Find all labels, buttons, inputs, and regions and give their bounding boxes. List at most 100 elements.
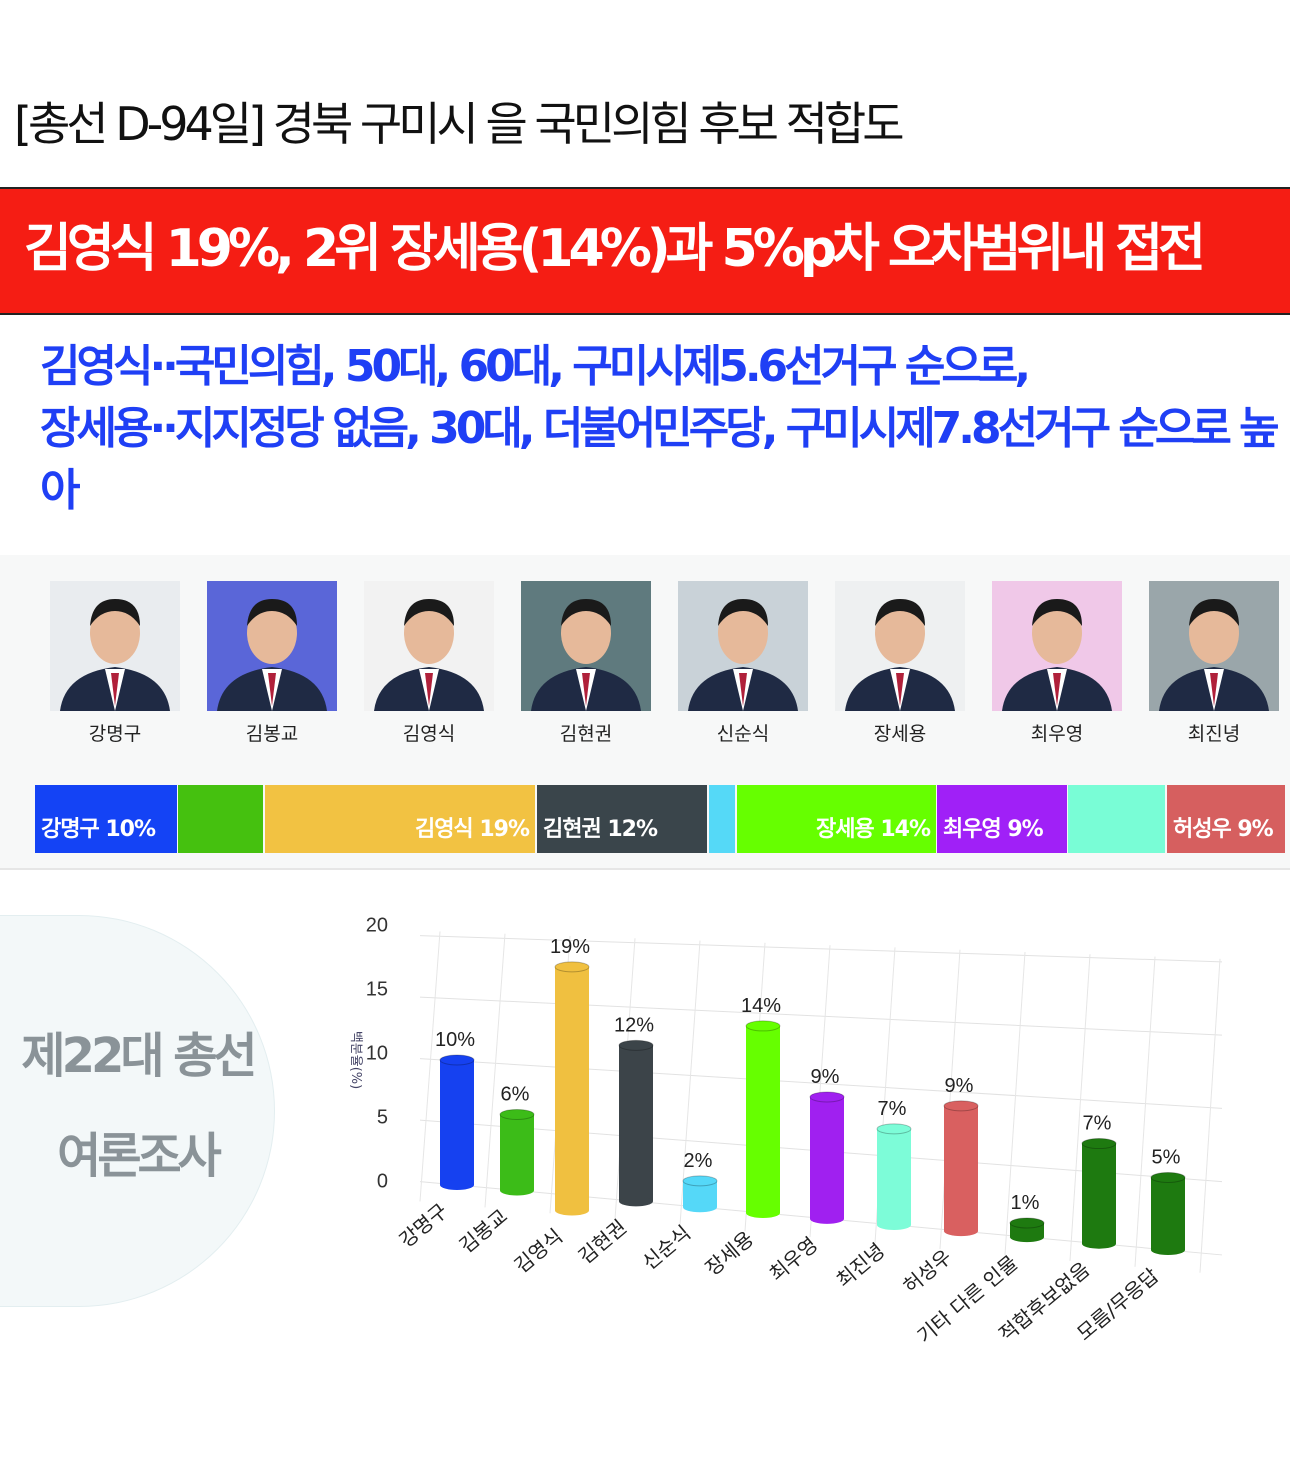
headline-banner: 김영식 19%, 2위 장세용(14%)과 5%p차 오차범위내 접전: [0, 187, 1290, 315]
bar-bottom: [810, 1213, 844, 1224]
x-tick-label: 김봉교: [454, 1204, 512, 1258]
subtitle-line-2: 장세용··지지정당 없음, 30대, 더불어민주당, 구미시제7.8선거구 순으…: [40, 403, 1280, 516]
bar-top: [618, 1039, 654, 1051]
candidate-card: 최진녕: [1149, 581, 1279, 746]
gridline: [939, 949, 961, 1250]
candidate-name: 강명구: [88, 723, 142, 745]
stack-label: 허성우 9%: [1173, 817, 1274, 842]
candidate-panel: 강명구 김봉교 김영식 김현권 신순식 장세용 최우영 최진녕 강명구 10% 김영식 19% 김…: [0, 555, 1290, 870]
bar: [1082, 1143, 1116, 1244]
bar: [500, 1114, 534, 1191]
gridline: [1134, 956, 1156, 1267]
gridline: [484, 933, 506, 1208]
bar-top: [943, 1100, 979, 1112]
stack-segment: 김영식 19%: [265, 785, 535, 853]
bar: [810, 1096, 844, 1219]
gridline: [679, 940, 701, 1226]
gridline: [1004, 951, 1026, 1255]
bar-bottom: [746, 1207, 780, 1218]
badge-line-2: 여론조사: [57, 1128, 222, 1184]
page-title: [총선 D-94일] 경북 구미시 을 국민의힘 후보 적합도: [14, 97, 905, 151]
gridline: [419, 935, 1223, 963]
bar: [619, 1045, 653, 1202]
bar-bottom: [1151, 1245, 1185, 1255]
y-tick-label: 0: [377, 1171, 388, 1193]
candidate-name: 최우영: [1030, 723, 1084, 745]
bar-bottom: [619, 1196, 653, 1207]
bar-top: [809, 1091, 845, 1103]
candidate-name: 신순식: [716, 723, 770, 745]
data-label: 10%: [435, 1029, 475, 1051]
stack-segment: [709, 785, 735, 853]
data-label: 2%: [684, 1150, 713, 1172]
subtitle-block: 김영식··국민의힘, 50대, 60대, 구미시제5.6선거구 순으로, 장세용…: [40, 336, 1280, 522]
bar-top: [745, 1020, 781, 1032]
stack-segment: [178, 785, 263, 853]
stack-segment: 허성우 9%: [1167, 785, 1285, 853]
data-label: 14%: [741, 995, 781, 1017]
bar-bottom: [500, 1185, 534, 1196]
stack-segment: 김현권 12%: [537, 785, 707, 853]
gridline: [419, 996, 1223, 1036]
candidate-card: 최우영: [992, 581, 1122, 746]
y-tick-label: 5: [377, 1107, 388, 1129]
candidate-photo: [521, 581, 651, 711]
bar-top: [1009, 1217, 1045, 1229]
y-tick-label: 20: [366, 915, 388, 937]
bar-top: [554, 961, 590, 973]
stack-segment: 강명구 10%: [35, 785, 177, 853]
bar-bottom: [1010, 1232, 1044, 1243]
stack-label: 최우영 9%: [943, 817, 1044, 842]
data-label: 1%: [1011, 1192, 1040, 1214]
subtitle-line-1: 김영식··국민의힘, 50대, 60대, 구미시제5.6선거구 순으로,: [40, 341, 1031, 392]
data-label: 7%: [878, 1098, 907, 1120]
candidate-name: 최진녕: [1187, 723, 1241, 745]
bar-top: [1081, 1138, 1117, 1150]
x-tick-label: 신순식: [637, 1221, 695, 1275]
bar-bottom: [877, 1219, 911, 1230]
gridline: [419, 931, 441, 1202]
data-label: 12%: [614, 1014, 654, 1036]
candidate-name: 김영식: [402, 723, 456, 745]
gridline: [1069, 954, 1091, 1261]
data-label: 6%: [501, 1083, 530, 1105]
bar-top: [499, 1108, 535, 1120]
data-label: 9%: [945, 1075, 974, 1097]
bar-bottom: [944, 1226, 978, 1237]
y-tick-label: 10: [366, 1043, 388, 1065]
candidate-photo: [835, 581, 965, 711]
x-tick-label: 김현권: [573, 1215, 631, 1269]
headline: 김영식 19%, 2위 장세용(14%)과 5%p차 오차범위내 접전: [24, 219, 1206, 279]
candidate-name: 장세용: [873, 723, 927, 745]
candidate-name: 김봉교: [245, 723, 299, 745]
bar-bottom: [1082, 1238, 1116, 1249]
bar-bottom: [555, 1205, 589, 1216]
stacked-bar: 강명구 10% 김영식 19% 김현권 12% 장세용 14% 최우영 9% 허성우 9%: [0, 785, 1290, 853]
data-label: 9%: [811, 1066, 840, 1088]
data-label: 7%: [1083, 1113, 1112, 1135]
x-tick-label: 강명구: [394, 1198, 452, 1252]
candidate-card: 김봉교: [207, 581, 337, 746]
bar-bottom: [440, 1180, 474, 1190]
x-tick-label: 장세용: [700, 1226, 758, 1280]
x-tick-label: 김영식: [509, 1224, 567, 1278]
bar: [555, 966, 589, 1211]
x-tick-label: 최진녕: [831, 1238, 889, 1292]
bar-top: [1150, 1172, 1186, 1183]
stack-segment: [1068, 785, 1165, 853]
candidate-photo: [678, 581, 808, 711]
data-label: 19%: [550, 936, 590, 958]
bar-bottom: [683, 1202, 717, 1213]
bar: [746, 1025, 780, 1213]
bar: [440, 1060, 474, 1185]
stack-segment: 최우영 9%: [937, 785, 1067, 853]
gridline: [1199, 958, 1221, 1273]
x-tick-label: 최우영: [764, 1232, 822, 1286]
y-tick-label: 15: [366, 979, 388, 1001]
bar-chart: 0 5 10 15 20 백분율(%) 10% 강명구 6% 김봉교 19% 김영식 12% 김현권 2% 신…: [348, 915, 1223, 1348]
y-axis-label: 백분율(%): [348, 1031, 363, 1089]
stack-segment: 장세용 14%: [737, 785, 936, 853]
data-label: 5%: [1152, 1147, 1181, 1169]
badge-line-1: 제22대 총선: [21, 1028, 257, 1084]
stack-label: 강명구 10%: [41, 817, 156, 842]
